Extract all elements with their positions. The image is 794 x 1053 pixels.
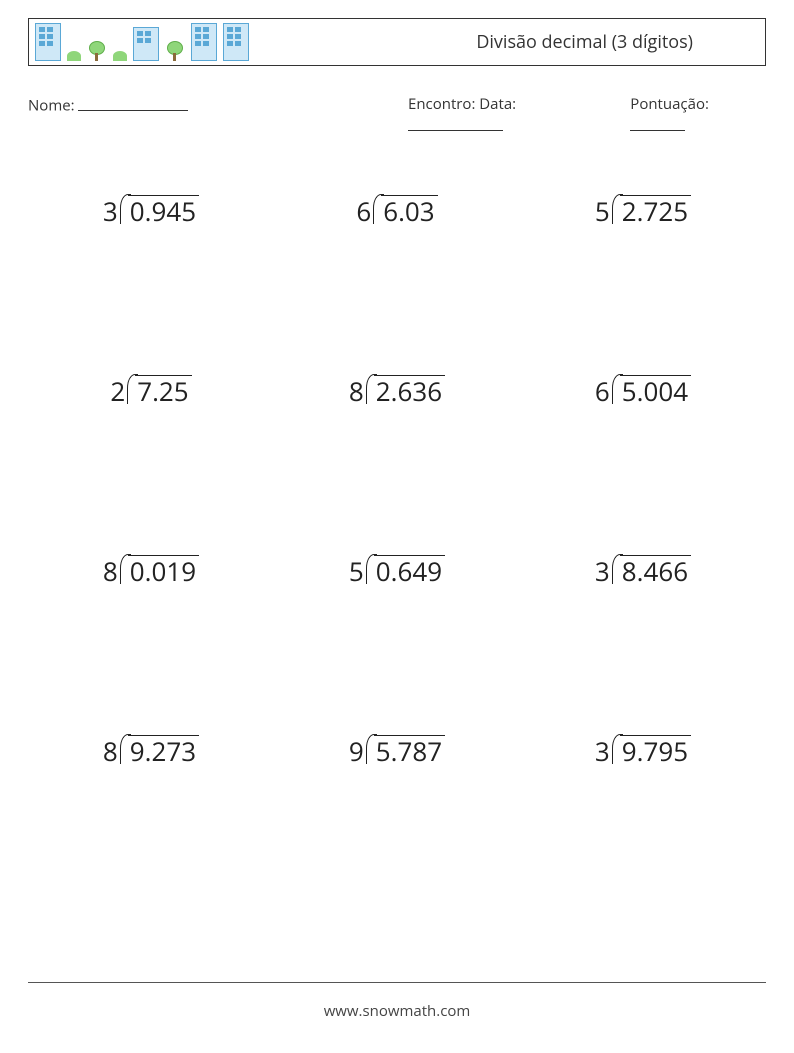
footer-divider xyxy=(28,982,766,983)
info-row: Nome: Encontro: Data: Pontuação: xyxy=(28,94,766,136)
tree-icon xyxy=(87,41,107,61)
long-division-bracket: 9.795 xyxy=(612,736,691,767)
division-problem: 5 2.725 xyxy=(595,196,691,227)
problems-grid: 30.94566.0352.72527.2582.63665.00480.019… xyxy=(28,176,766,896)
division-problem: 3 0.945 xyxy=(103,196,199,227)
divisor: 5 xyxy=(349,556,366,587)
score-blank[interactable] xyxy=(630,114,685,131)
divisor: 6 xyxy=(356,196,373,227)
division-problem: 6 5.004 xyxy=(595,376,691,407)
long-division-bracket: 9.273 xyxy=(120,736,199,767)
dividend: 8.466 xyxy=(620,555,691,587)
division-problem: 27.25 xyxy=(110,376,191,407)
dividend: 0.019 xyxy=(128,555,199,587)
divisor: 3 xyxy=(103,196,120,227)
division-problem: 9 5.787 xyxy=(349,736,445,767)
long-division-bracket: 6.03 xyxy=(373,196,437,227)
score-label: Pontuação: xyxy=(630,94,709,114)
divisor: 2 xyxy=(110,376,127,407)
dividend: 9.795 xyxy=(620,735,691,767)
worksheet-title: Divisão decimal (3 dígitos) xyxy=(476,30,753,54)
division-problem: 8 0.019 xyxy=(103,556,199,587)
name-label: Nome: xyxy=(28,96,75,116)
long-division-bracket: 0.649 xyxy=(366,556,445,587)
tree-icon xyxy=(165,41,185,61)
divisor: 3 xyxy=(595,556,612,587)
divisor: 8 xyxy=(103,736,120,767)
long-division-bracket: 2.636 xyxy=(366,376,445,407)
division-problem: 8 2.636 xyxy=(349,376,445,407)
long-division-bracket: 2.725 xyxy=(612,196,691,227)
long-division-bracket: 8.466 xyxy=(612,556,691,587)
dividend: 0.649 xyxy=(374,555,445,587)
dividend: 6.03 xyxy=(381,195,437,227)
date-label: Encontro: Data: xyxy=(408,94,516,114)
divisor: 6 xyxy=(595,376,612,407)
divisor: 5 xyxy=(595,196,612,227)
building-icon xyxy=(223,23,249,61)
long-division-bracket: 7.25 xyxy=(127,376,191,407)
long-division-bracket: 5.004 xyxy=(612,376,691,407)
footer-url: www.snowmath.com xyxy=(0,1001,794,1021)
dividend: 9.273 xyxy=(128,735,199,767)
divisor: 3 xyxy=(595,736,612,767)
divisor: 8 xyxy=(349,376,366,407)
division-problem: 5 0.649 xyxy=(349,556,445,587)
name-blank[interactable] xyxy=(78,94,188,111)
divisor: 8 xyxy=(103,556,120,587)
dividend: 2.636 xyxy=(374,375,445,407)
grass-icon xyxy=(113,51,127,61)
division-problem: 66.03 xyxy=(356,196,437,227)
division-problem: 3 9.795 xyxy=(595,736,691,767)
dividend: 0.945 xyxy=(128,195,199,227)
dividend: 5.787 xyxy=(374,735,445,767)
dividend: 5.004 xyxy=(620,375,691,407)
division-problem: 3 8.466 xyxy=(595,556,691,587)
date-blank[interactable] xyxy=(408,114,503,131)
division-problem: 8 9.273 xyxy=(103,736,199,767)
long-division-bracket: 0.945 xyxy=(120,196,199,227)
building-icon xyxy=(35,23,61,61)
header-box: Divisão decimal (3 dígitos) xyxy=(28,18,766,66)
building-icon xyxy=(191,23,217,61)
divisor: 9 xyxy=(349,736,366,767)
dividend: 2.725 xyxy=(620,195,691,227)
header-icons xyxy=(35,19,249,65)
long-division-bracket: 5.787 xyxy=(366,736,445,767)
dividend: 7.25 xyxy=(135,375,191,407)
grass-icon xyxy=(67,51,81,61)
building-icon xyxy=(133,27,159,61)
long-division-bracket: 0.019 xyxy=(120,556,199,587)
